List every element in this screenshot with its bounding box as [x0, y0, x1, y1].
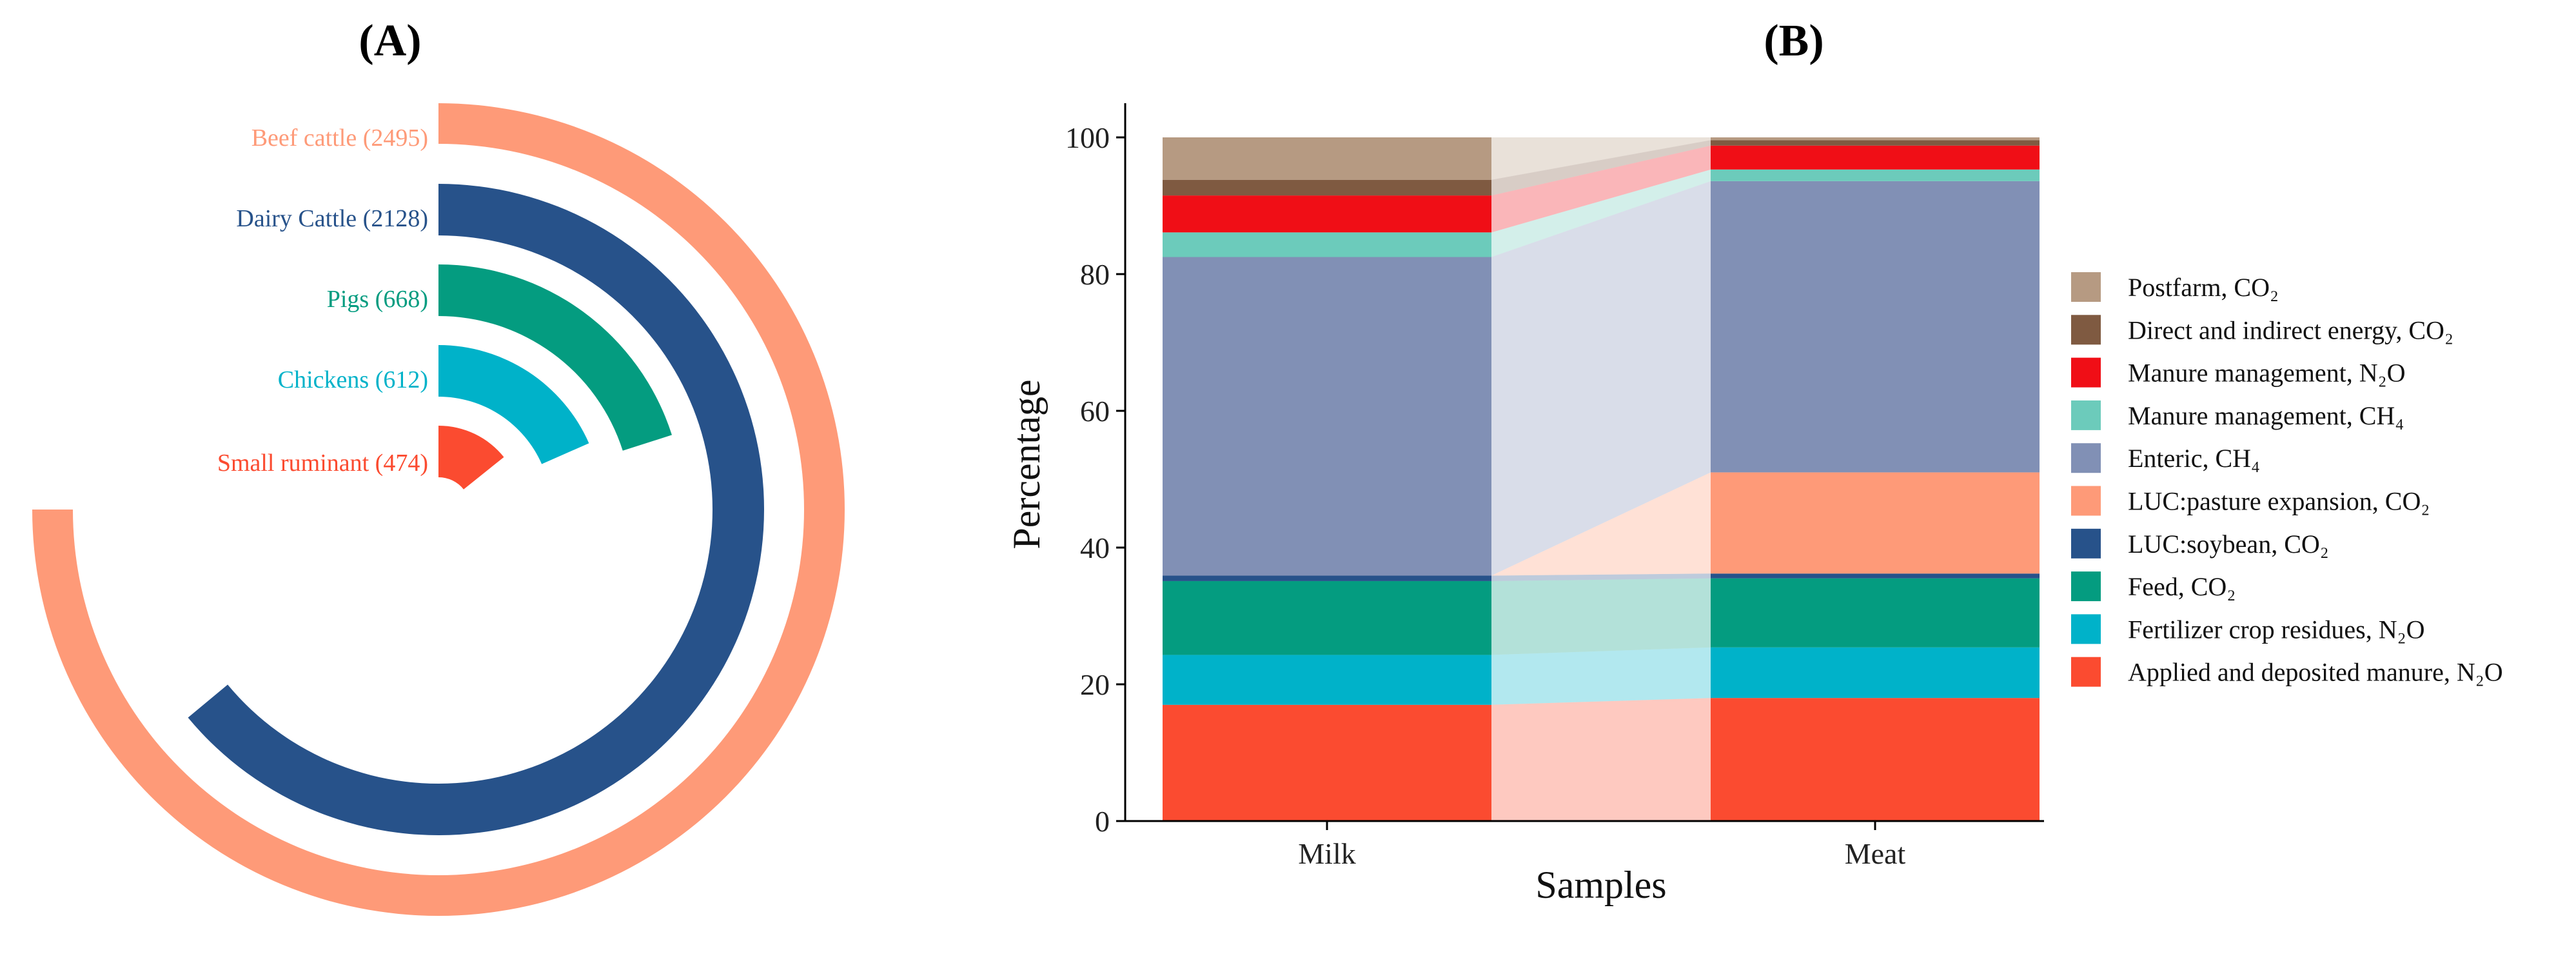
bar-milk-postfarm-co2 [1163, 137, 1491, 180]
legend-label-enteric-ch4: Enteric, CH₄ [2128, 444, 2260, 473]
ribbon-fertilizer-crop-residues-n2o [1491, 647, 1711, 705]
legend-label-luc-pasture-expansion-co2: LUC:pasture expansion, CO₂ [2128, 487, 2430, 516]
ribbon-postfarm-co2 [1491, 137, 1711, 180]
bar-meat-luc-pasture-expansion-co2 [1711, 472, 2040, 574]
bar-meat-feed-co2 [1711, 578, 2040, 648]
radial-bar-dairy-cattle [188, 183, 765, 835]
ribbon-manure-management-ch4 [1491, 169, 1711, 257]
bar-meat-fertilizer-crop-residues-n2o [1711, 647, 2040, 698]
bar-meat-manure-management-ch4 [1711, 169, 2040, 181]
bar-layer [1163, 137, 2040, 821]
ribbon-layer [1491, 137, 1711, 821]
legend-label-fertilizer-crop-residues-n2o: Fertilizer crop residues, N₂O [2128, 615, 2424, 644]
bar-meat-direct-and-indirect-energy-co2 [1711, 140, 2040, 146]
x-tick-label-meat: Meat [1845, 837, 1906, 870]
legend-swatch-luc-soybean-co2 [2071, 528, 2101, 559]
legend-label-feed-co2: Feed, CO₂ [2128, 572, 2236, 601]
bar-meat-manure-management-n2o [1711, 145, 2040, 170]
legend-label-postfarm-co2: Postfarm, CO₂ [2128, 273, 2279, 302]
legend-swatch-applied-and-deposited-manure-n2o [2071, 657, 2101, 687]
legend-swatch-direct-and-indirect-energy-co2 [2071, 315, 2101, 345]
ribbon-luc-soybean-co2 [1491, 573, 1711, 581]
bar-milk-feed-co2 [1163, 580, 1491, 655]
panel-label-b: (B) [1764, 16, 1824, 66]
bar-milk-luc-soybean-co2 [1163, 575, 1491, 581]
ribbon-feed-co2 [1491, 578, 1711, 655]
legend-label-direct-and-indirect-energy-co2: Direct and indirect energy, CO₂ [2128, 315, 2453, 344]
bar-meat-enteric-ch4 [1711, 181, 2040, 473]
bar-milk-fertilizer-crop-residues-n2o [1163, 655, 1491, 705]
bar-milk-manure-management-ch4 [1163, 232, 1491, 257]
ribbon-manure-management-n2o [1491, 145, 1711, 233]
bar-meat-postfarm-co2 [1711, 137, 2040, 141]
bar-meat-luc-soybean-co2 [1711, 573, 2040, 579]
panel-label-a: (A) [359, 16, 421, 66]
bar-milk-applied-and-deposited-manure-n2o [1163, 704, 1491, 821]
radial-bar-chart: Beef cattle (2495) Dairy Cattle (2128) Pig… [32, 103, 845, 916]
y-tick-label-20: 20 [1080, 668, 1110, 701]
bar-meat-applied-and-deposited-manure-n2o [1711, 698, 2040, 821]
legend-label-luc-soybean-co2: LUC:soybean, CO₂ [2128, 530, 2329, 559]
radial-label-chickens: Chickens (612) [278, 366, 428, 393]
radial-bar-chickens [438, 345, 589, 464]
y-tick-label-100: 100 [1065, 121, 1110, 154]
ribbon-direct-and-indirect-energy-co2 [1491, 140, 1711, 196]
y-tick-label-80: 80 [1080, 258, 1110, 291]
y-axis-title: Percentage [1005, 379, 1048, 549]
legend-label-manure-management-n2o: Manure management, N₂O [2128, 359, 2405, 388]
ribbon-applied-and-deposited-manure-n2o [1491, 698, 1711, 821]
ribbon-luc-pasture-expansion-co2 [1491, 472, 1711, 576]
radial-label-beef-cattle: Beef cattle (2495) [251, 124, 428, 152]
radial-bar-pigs [438, 264, 672, 451]
legend-label-applied-and-deposited-manure-n2o: Applied and deposited manure, N₂O [2128, 658, 2503, 687]
x-tick-label-milk: Milk [1298, 837, 1355, 870]
legend-swatch-manure-management-n2o [2071, 357, 2101, 388]
legend-label-manure-management-ch4: Manure management, CH₄ [2128, 401, 2404, 430]
radial-label-pigs: Pigs (668) [327, 286, 428, 313]
legend-swatch-manure-management-ch4 [2071, 400, 2101, 430]
bar-milk-manure-management-n2o [1163, 195, 1491, 233]
legend-swatch-fertilizer-crop-residues-n2o [2071, 614, 2101, 644]
legend-swatch-feed-co2 [2071, 571, 2101, 602]
legend: Postfarm, CO₂ Direct and indirect energy,… [2071, 272, 2503, 687]
y-tick-label-60: 60 [1080, 395, 1110, 428]
ribbon-enteric-ch4 [1491, 181, 1711, 576]
legend-swatch-enteric-ch4 [2071, 443, 2101, 473]
bar-milk-direct-and-indirect-energy-co2 [1163, 179, 1491, 196]
legend-swatch-luc-pasture-expansion-co2 [2071, 486, 2101, 516]
legend-swatch-postfarm-co2 [2071, 272, 2101, 302]
radial-label-dairy-cattle: Dairy Cattle (2128) [236, 205, 428, 232]
stacked-bar-chart: 0 20 40 60 80 100 Milk Meat Samples Percentage Po… [1005, 103, 2503, 906]
bar-milk-enteric-ch4 [1163, 257, 1491, 576]
y-tick-label-0: 0 [1095, 805, 1110, 838]
radial-label-small-ruminant: Small ruminant (474) [217, 450, 428, 477]
radial-bar-small-ruminant [438, 426, 504, 490]
x-axis-title: Samples [1535, 864, 1666, 906]
axes: 0 20 40 60 80 100 Milk Meat Samples Percentage [1005, 103, 2044, 906]
y-tick-label-40: 40 [1080, 531, 1110, 564]
